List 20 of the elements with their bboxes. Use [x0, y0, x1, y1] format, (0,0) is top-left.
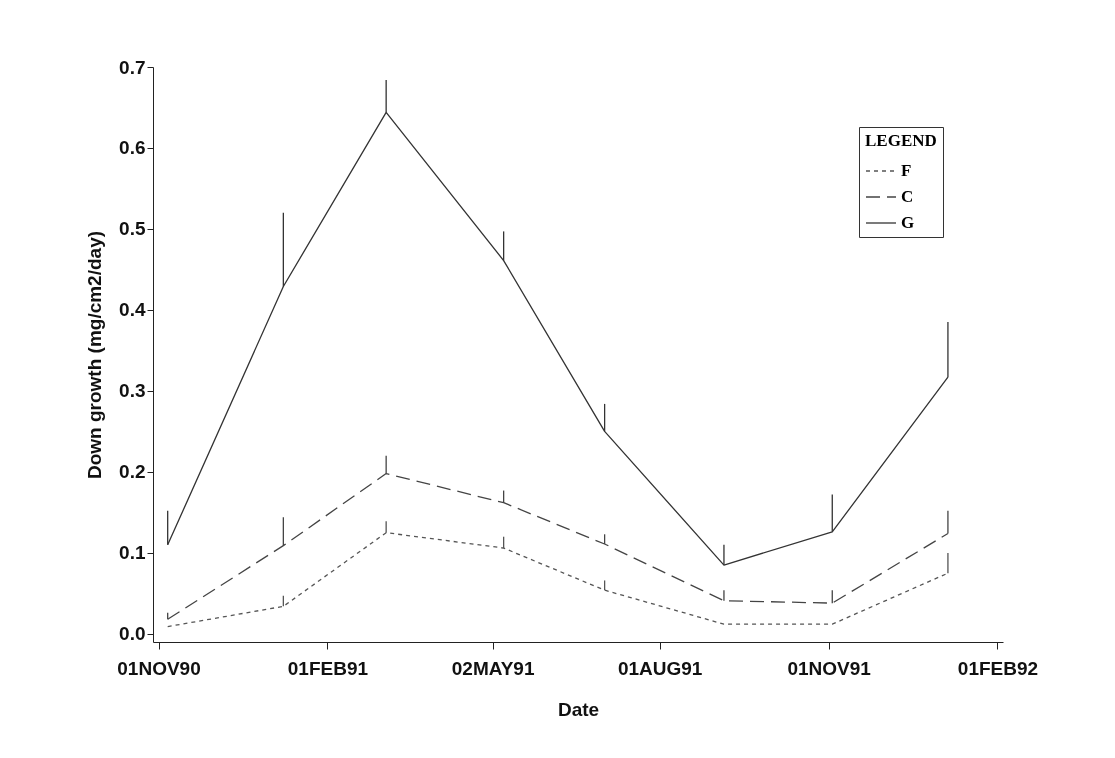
x-axis-title: Date [557, 698, 600, 720]
y-tick-label: 0.1 [119, 542, 146, 564]
x-tick-label: 01AUG91 [617, 657, 703, 679]
legend-label: C [901, 187, 914, 206]
legend-title: LEGEND [865, 131, 937, 150]
x-tick-label: 01NOV91 [787, 657, 872, 679]
x-tick-label: 01FEB92 [957, 657, 1039, 679]
y-tick-label: 0.4 [119, 299, 146, 321]
y-tick-label: 0.7 [119, 56, 146, 78]
legend-label: F [901, 161, 912, 180]
y-axis-title: Down growth (mg/cm2/day) [84, 230, 106, 480]
y-tick-label: 0.0 [119, 623, 146, 645]
x-tick-label: 02MAY91 [451, 657, 535, 679]
x-tick-label: 01NOV90 [117, 657, 201, 679]
y-tick-label: 0.5 [119, 218, 146, 240]
y-tick-label: 0.2 [119, 461, 146, 483]
legend-label: G [901, 213, 915, 232]
y-tick-label: 0.3 [119, 380, 146, 402]
x-tick-label: 01FEB91 [287, 657, 369, 679]
y-tick-label: 0.6 [119, 137, 146, 159]
